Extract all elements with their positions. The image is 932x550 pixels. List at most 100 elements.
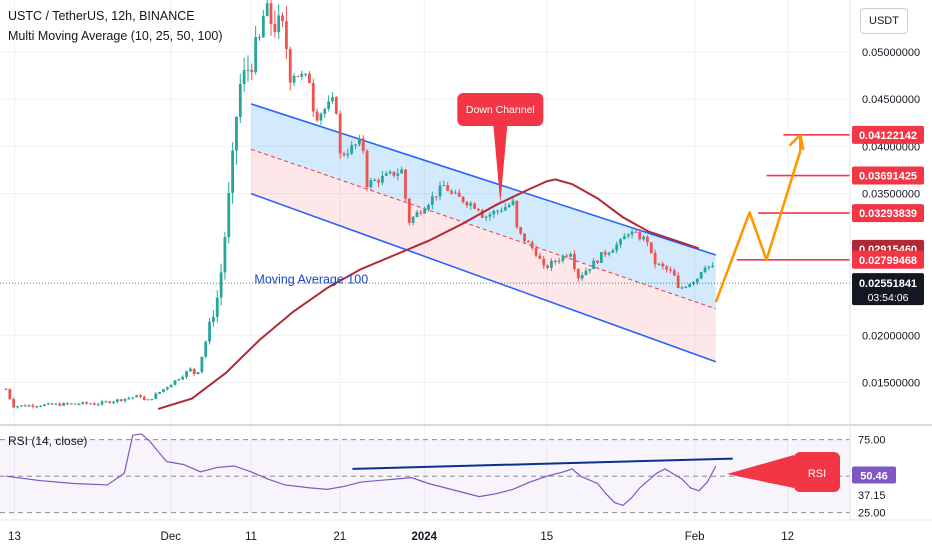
candle-body <box>27 405 31 407</box>
candle-body <box>357 138 361 145</box>
candle-body <box>104 401 108 403</box>
candle-body <box>139 395 142 397</box>
candle-body <box>281 15 284 22</box>
candle-body <box>334 97 338 114</box>
candle-body <box>154 393 158 399</box>
candle-body <box>596 260 599 263</box>
candle-body <box>695 278 699 283</box>
price-level-badge <box>852 250 924 269</box>
symbol-title: USTC / TetherUS, 12h, BINANCE <box>8 9 195 23</box>
candle-body <box>707 266 711 268</box>
time-axis-tick: 13 <box>8 531 21 543</box>
callout-box <box>457 93 544 126</box>
candle-body <box>534 248 538 256</box>
candle-body <box>196 372 200 375</box>
candle-body <box>565 255 569 257</box>
candle-body <box>423 209 427 214</box>
candle-body <box>246 69 250 71</box>
callout-label: Down Channel <box>466 104 535 116</box>
time-axis-tick: 11 <box>245 531 257 543</box>
rsi-callout-box <box>794 452 840 492</box>
rsi-axis-tick: 75.00 <box>858 435 886 447</box>
candle-body <box>434 196 438 198</box>
candle-body <box>50 403 54 405</box>
candle-body <box>238 83 242 117</box>
candle-body <box>384 173 388 176</box>
candle-body <box>185 371 188 377</box>
candle-body <box>181 376 185 380</box>
candle-body <box>292 75 296 83</box>
candle-body <box>369 180 373 188</box>
candle-body <box>703 267 707 273</box>
candle-body <box>46 403 50 405</box>
price-axis-tick: 0.01500000 <box>862 378 920 390</box>
candle-body <box>165 387 169 390</box>
down-channel-callout: Down Channel <box>457 93 544 204</box>
candle-body <box>204 341 208 357</box>
candle-body <box>388 171 392 174</box>
candle-body <box>158 391 162 394</box>
candle-body <box>43 404 46 406</box>
candle-body <box>661 263 665 267</box>
quote-currency-button[interactable]: USDT <box>860 8 908 34</box>
time-axis-tick: 2024 <box>411 531 437 543</box>
chart-header: USTC / TetherUS, 12h, BINANCE Multi Movi… <box>8 6 222 46</box>
candle-body <box>288 49 292 83</box>
candle-body <box>338 113 342 154</box>
price-axis-tick: 0.02000000 <box>862 330 920 342</box>
candle-body <box>642 236 645 240</box>
projection-arrowhead <box>798 133 805 151</box>
candle-body <box>611 250 615 253</box>
rsi-title: RSI (14, close) <box>8 434 87 448</box>
candle-body <box>188 368 192 372</box>
projection-path <box>714 150 802 303</box>
candle-body <box>404 169 407 199</box>
candle-body <box>457 192 461 197</box>
candle-body <box>465 202 469 206</box>
price-level-badge <box>852 166 924 185</box>
candle-body <box>304 73 307 75</box>
candle-body <box>323 108 327 114</box>
candle-body <box>227 192 231 238</box>
candle-body <box>496 210 500 212</box>
candle-body <box>488 214 492 217</box>
candle-body <box>603 252 607 255</box>
candle-body <box>400 169 404 174</box>
candle-body <box>142 396 146 401</box>
candle-body <box>39 405 42 407</box>
candle-body <box>361 138 365 151</box>
candle-body <box>108 401 112 403</box>
candle-body <box>530 242 534 249</box>
candle-body <box>123 398 127 401</box>
candle-body <box>546 265 549 268</box>
candle-body <box>672 270 676 276</box>
candle-body <box>89 403 92 405</box>
candle-body <box>135 395 138 398</box>
candle-body <box>438 185 442 197</box>
candle-body <box>215 297 219 317</box>
candle-body <box>453 192 457 194</box>
candle-body <box>377 180 380 183</box>
ma100-label: Moving Average 100 <box>254 272 368 286</box>
current-price-badge <box>852 273 924 306</box>
candle-body <box>235 116 238 151</box>
time-axis-tick: Feb <box>685 531 705 543</box>
candle-body <box>354 144 357 146</box>
rsi-pane: RSI (14, close) RSI <box>0 424 932 514</box>
time-axis-tick: 12 <box>781 531 794 543</box>
candle-body <box>31 405 35 407</box>
candle-body <box>584 270 588 276</box>
grid-layer <box>0 0 850 520</box>
price-level-badge-label: 0.03293839 <box>859 208 917 220</box>
candle-body <box>430 196 434 205</box>
candle-body <box>646 236 649 243</box>
candle-body <box>331 97 334 102</box>
candle-body <box>112 401 115 403</box>
candle-body <box>473 203 476 209</box>
candle-body <box>311 83 315 112</box>
candle-body <box>561 255 565 261</box>
candle-body <box>96 404 100 406</box>
candle-body <box>557 260 561 262</box>
rsi-callout-pointer <box>727 455 794 488</box>
